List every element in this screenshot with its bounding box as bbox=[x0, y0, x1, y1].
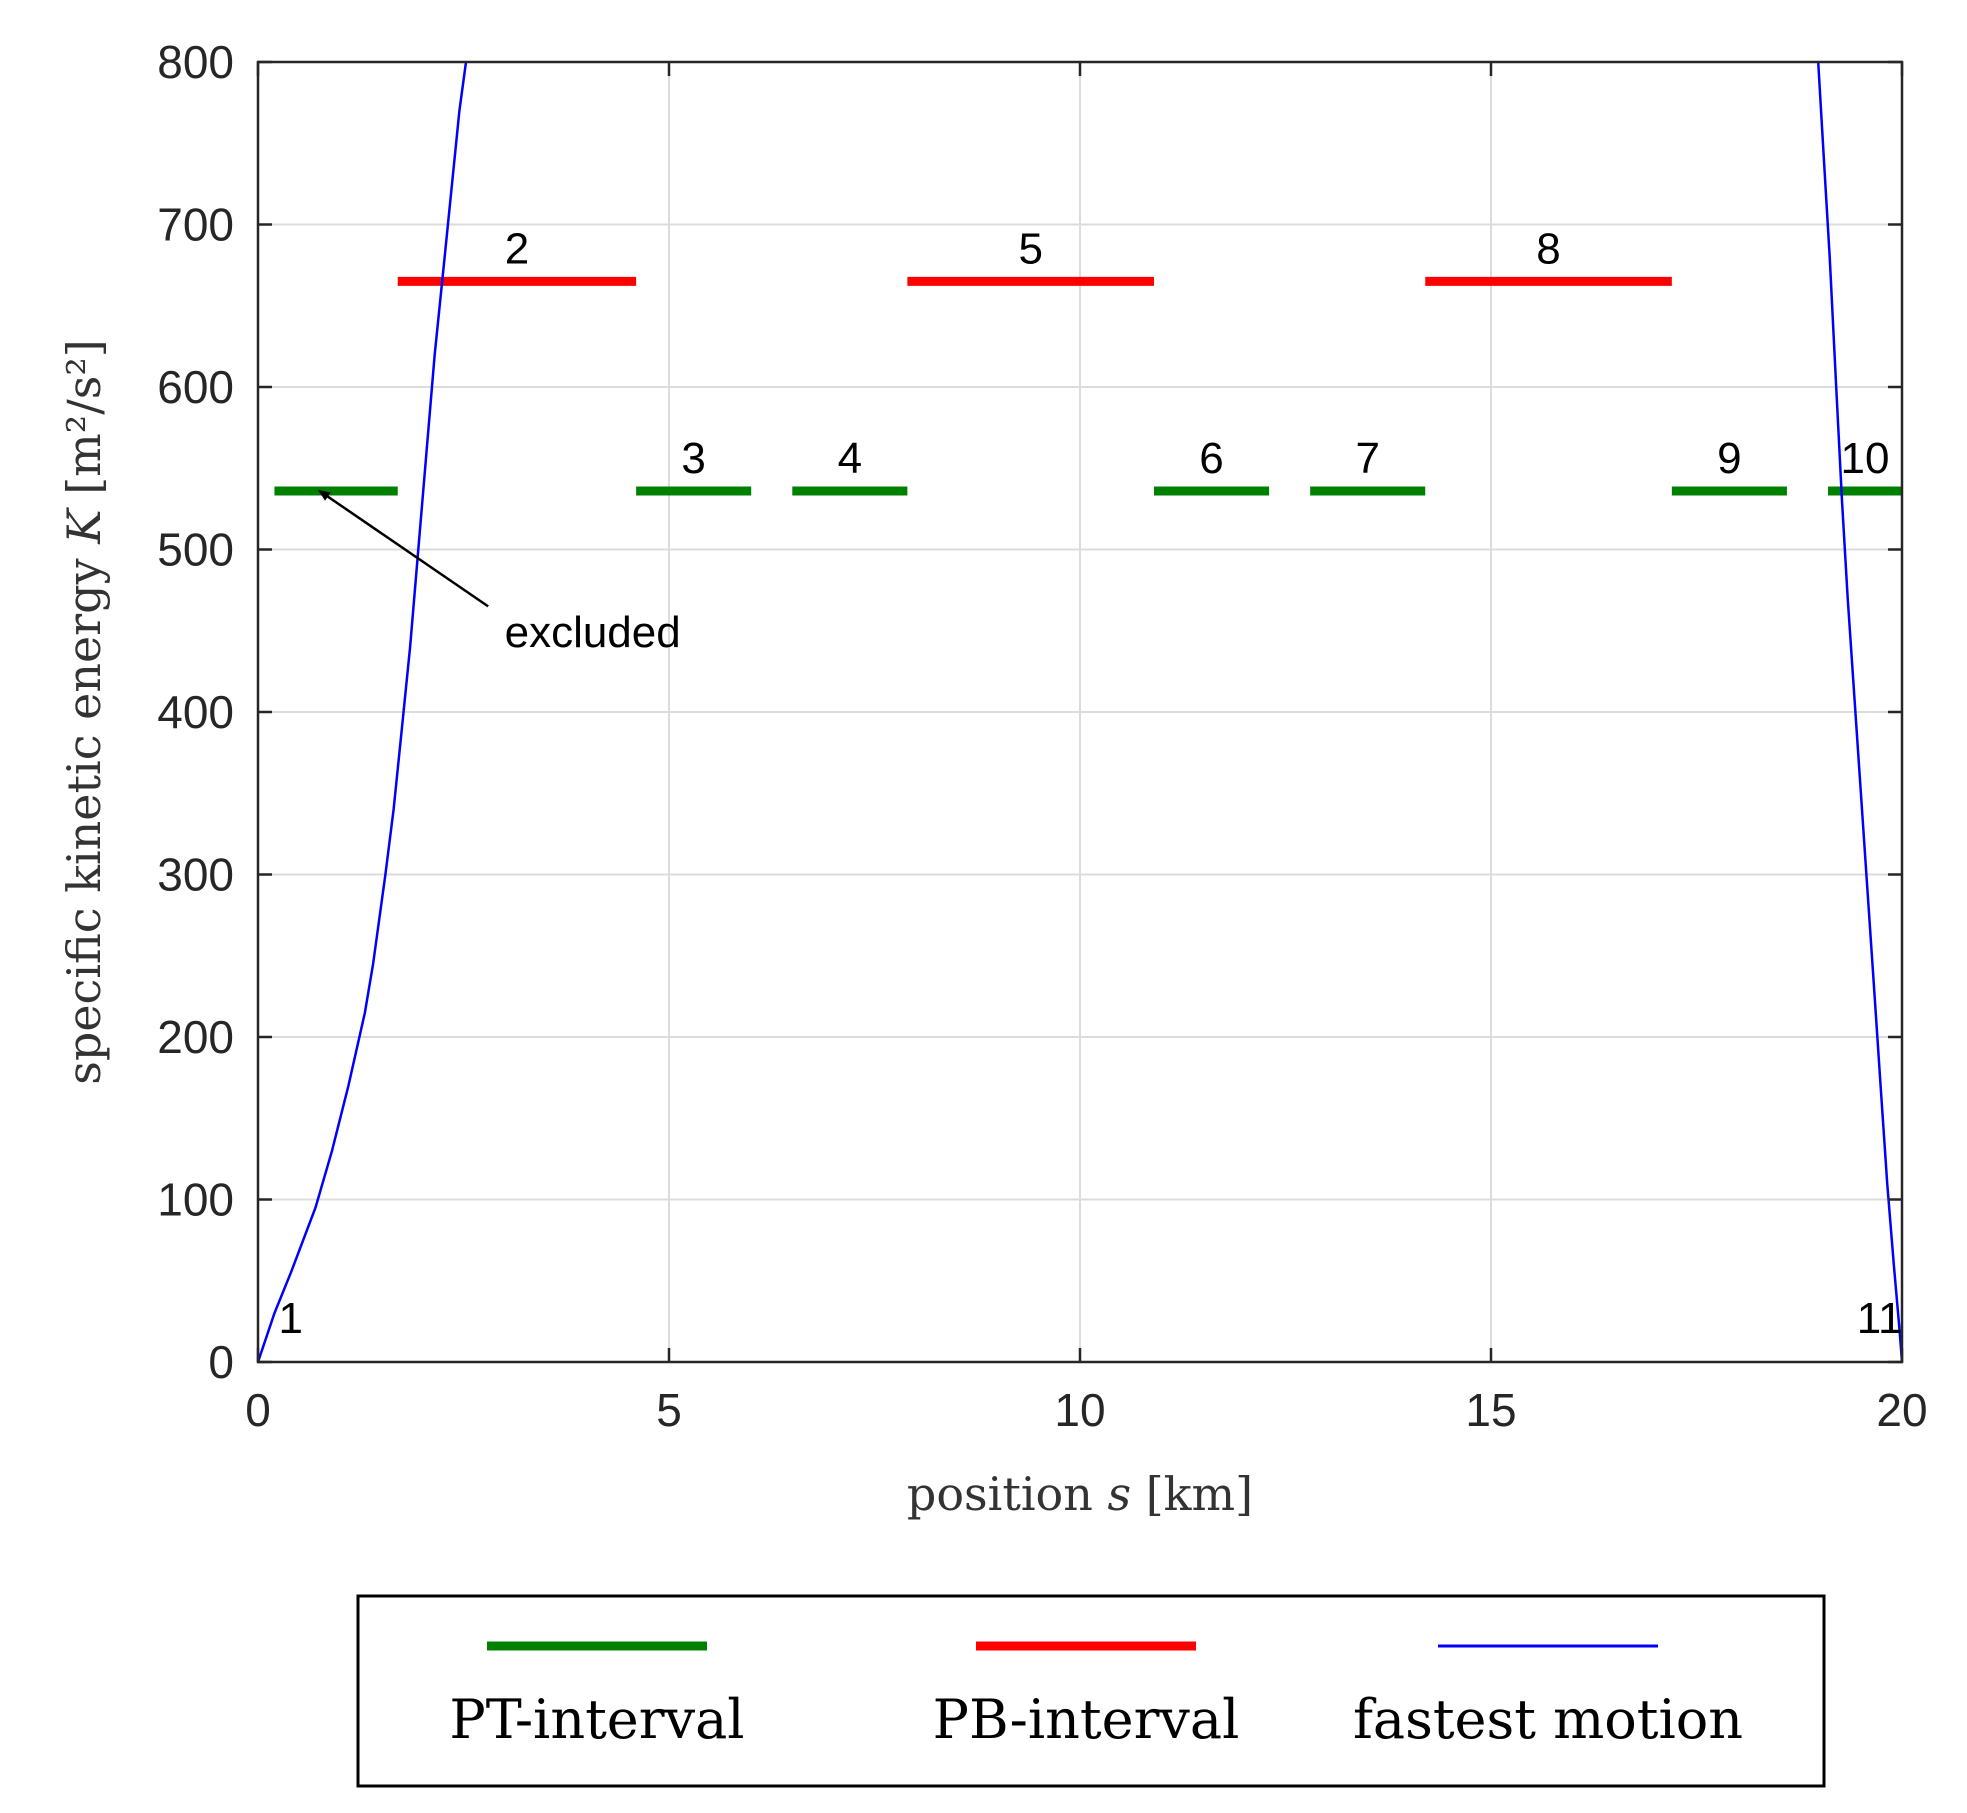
y-axis-title: specific kinetic energy K [m²/s²] bbox=[57, 339, 111, 1084]
annotation-arrow bbox=[317, 489, 489, 608]
segment-label: 10 bbox=[1841, 434, 1890, 483]
y-tick-label: 300 bbox=[157, 849, 234, 901]
segment-label: 9 bbox=[1717, 434, 1741, 483]
y-tick-label: 500 bbox=[157, 524, 234, 576]
fastest-motion-line bbox=[258, 62, 468, 1362]
annotations: excluded bbox=[317, 489, 681, 657]
series-layer bbox=[258, 62, 1902, 1362]
legend-label: PB-interval bbox=[933, 1688, 1240, 1751]
x-axis-title: position s [km] bbox=[907, 1467, 1253, 1521]
segment-label: 6 bbox=[1199, 434, 1223, 483]
y-tick-label: 700 bbox=[157, 199, 234, 251]
point-label: 11 bbox=[1857, 1294, 1903, 1343]
x-tick-label: 0 bbox=[245, 1384, 271, 1436]
y-tick-label: 200 bbox=[157, 1011, 234, 1063]
y-tick-label: 100 bbox=[157, 1174, 234, 1226]
segment-label: 3 bbox=[681, 434, 705, 483]
x-tick-label: 5 bbox=[656, 1384, 682, 1436]
x-tick-label: 20 bbox=[1876, 1384, 1927, 1436]
y-tick-label: 800 bbox=[157, 36, 234, 88]
segment-label: 2 bbox=[505, 224, 529, 273]
x-tick-label: 15 bbox=[1465, 1384, 1516, 1436]
segment-label: 4 bbox=[838, 434, 862, 483]
segment-labels: 3 4 6 7 9 102 5 81 11 bbox=[279, 224, 1903, 1342]
point-label: 1 bbox=[279, 1294, 303, 1343]
segment-label: 8 bbox=[1536, 224, 1560, 273]
fastest-motion-line bbox=[1816, 62, 1902, 1362]
segment-label: 5 bbox=[1018, 224, 1042, 273]
legend-box bbox=[356, 1594, 1826, 1788]
x-tick-label: 10 bbox=[1054, 1384, 1105, 1436]
legend-label: fastest motion bbox=[1353, 1688, 1743, 1751]
y-tick-label: 0 bbox=[208, 1336, 234, 1388]
legend: PT-interval PB-interval fastest motion bbox=[356, 1594, 1826, 1788]
y-tick-label: 400 bbox=[157, 686, 234, 738]
segment-label: 7 bbox=[1355, 434, 1379, 483]
legend-label: PT-interval bbox=[449, 1688, 744, 1751]
y-tick-label: 600 bbox=[157, 361, 234, 413]
annotation-label: excluded bbox=[505, 608, 681, 657]
